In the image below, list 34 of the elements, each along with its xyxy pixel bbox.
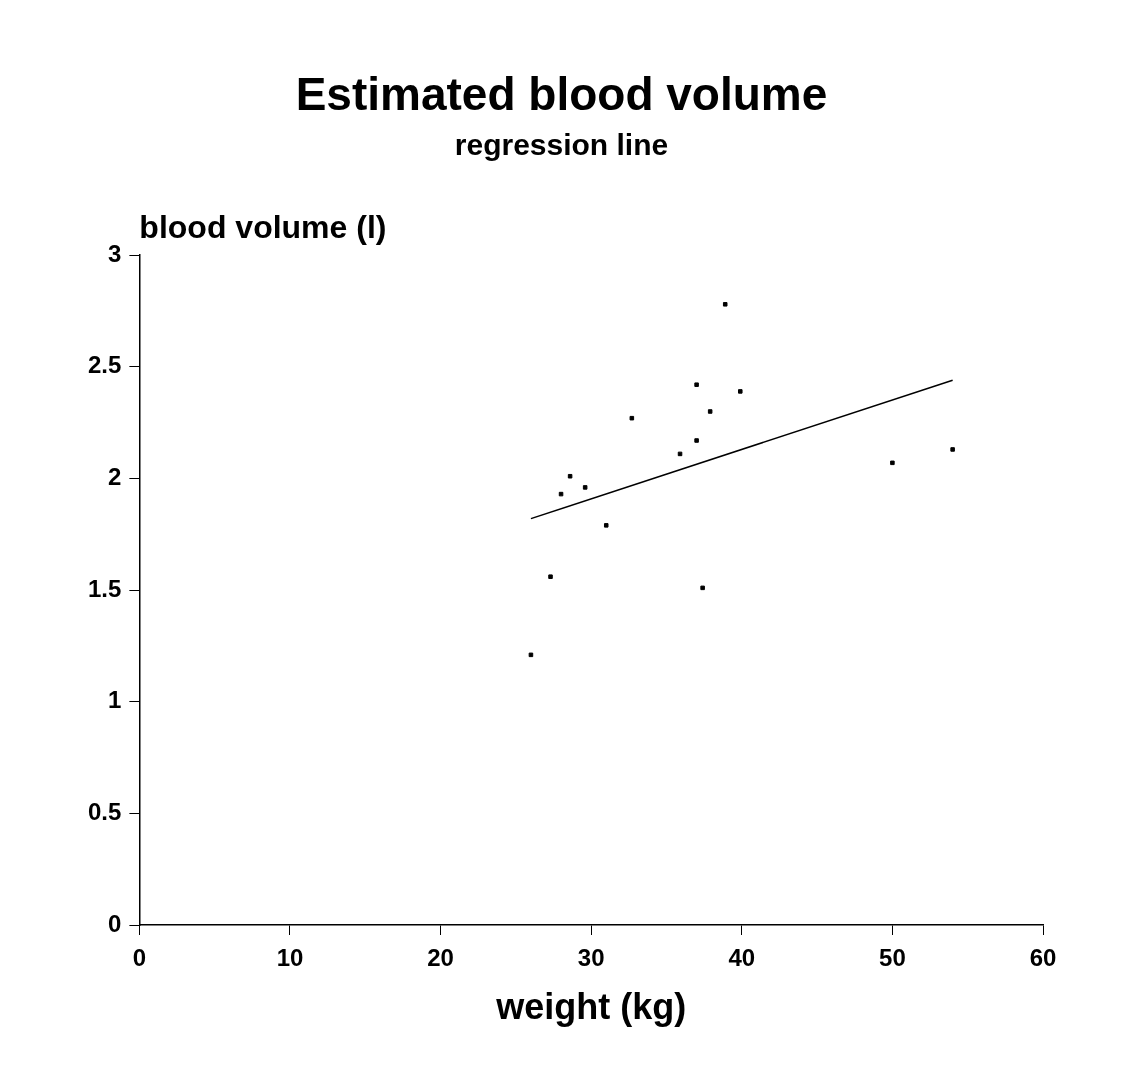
x-tick-label: 60 <box>1029 944 1057 972</box>
point <box>694 382 699 387</box>
point <box>629 415 635 421</box>
chart-subtitle: regression line <box>454 128 669 162</box>
point <box>567 473 573 479</box>
point <box>694 438 699 443</box>
y-tick-label: 0.5 <box>87 797 122 825</box>
y-axis-title: blood volume (l) <box>139 209 387 246</box>
point <box>603 523 609 528</box>
y-tick-label: 2 <box>108 463 122 491</box>
point <box>722 302 728 307</box>
y-tick-label: 0 <box>108 909 122 937</box>
x-tick-label: 40 <box>728 944 756 972</box>
x-tick-label: 10 <box>276 944 304 972</box>
point <box>528 652 534 658</box>
y-tick-label: 2.5 <box>87 351 122 379</box>
x-tick-label: 0 <box>132 944 147 972</box>
point <box>890 460 895 466</box>
x-axis-title: weight (kg) <box>495 986 687 1028</box>
point <box>700 585 705 591</box>
point <box>548 574 553 579</box>
point <box>738 389 743 394</box>
y-tick-label: 3 <box>108 239 122 267</box>
x-tick-label: 30 <box>577 944 605 972</box>
x-tick-label: 20 <box>427 944 454 972</box>
y-tick-label: 1.5 <box>87 574 122 602</box>
point <box>707 409 713 414</box>
y-tick-label: 1 <box>108 686 122 714</box>
point <box>950 447 955 452</box>
point <box>582 485 588 490</box>
x-tick-label: 50 <box>879 944 906 972</box>
point <box>677 451 683 457</box>
point <box>558 491 564 497</box>
chart-title: Estimated blood volume <box>295 68 828 121</box>
